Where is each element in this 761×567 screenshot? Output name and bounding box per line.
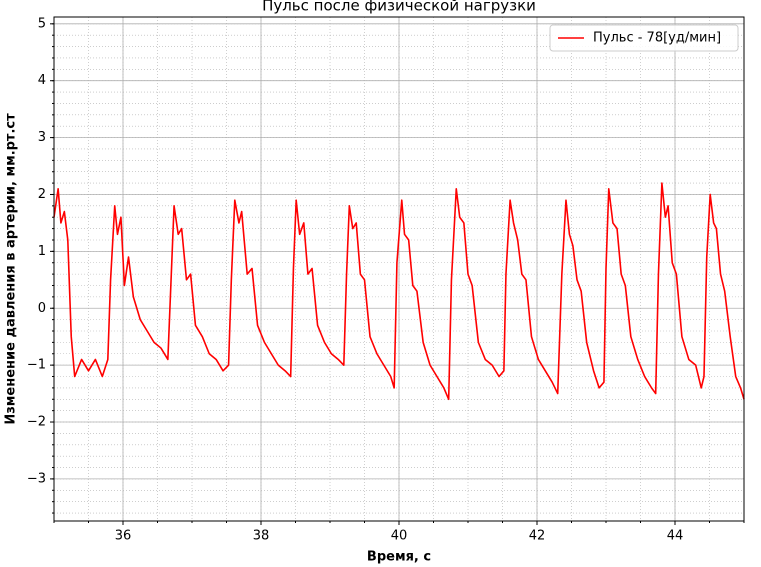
y-tick-label: 2 — [38, 187, 46, 202]
x-tick-label: 36 — [115, 529, 132, 544]
y-tick-label: −2 — [27, 415, 46, 430]
y-tick-label: 4 — [38, 73, 46, 88]
x-tick-label: 44 — [667, 529, 684, 544]
y-tick-label: −3 — [27, 471, 46, 486]
y-tick-label: 5 — [38, 16, 46, 31]
chart-title: Пульс после физической нагрузки — [262, 0, 536, 15]
data-line — [53, 182, 745, 401]
y-tick-label: 0 — [38, 301, 46, 316]
plot-frame — [53, 16, 745, 522]
x-tick-label: 40 — [391, 529, 408, 544]
y-tick-label: −1 — [27, 358, 46, 373]
legend-box — [549, 24, 739, 52]
x-axis-label: Время, с — [367, 550, 431, 565]
x-tick-label: 42 — [529, 529, 546, 544]
y-tick-label: 1 — [38, 244, 46, 259]
x-tick-label: 38 — [253, 529, 270, 544]
y-axis-label: Изменение давления в артерии, мм.рт.ст — [4, 113, 19, 425]
legend-label: Пульс - 78[уд/мин] — [593, 31, 721, 46]
y-tick-label: 3 — [38, 130, 46, 145]
